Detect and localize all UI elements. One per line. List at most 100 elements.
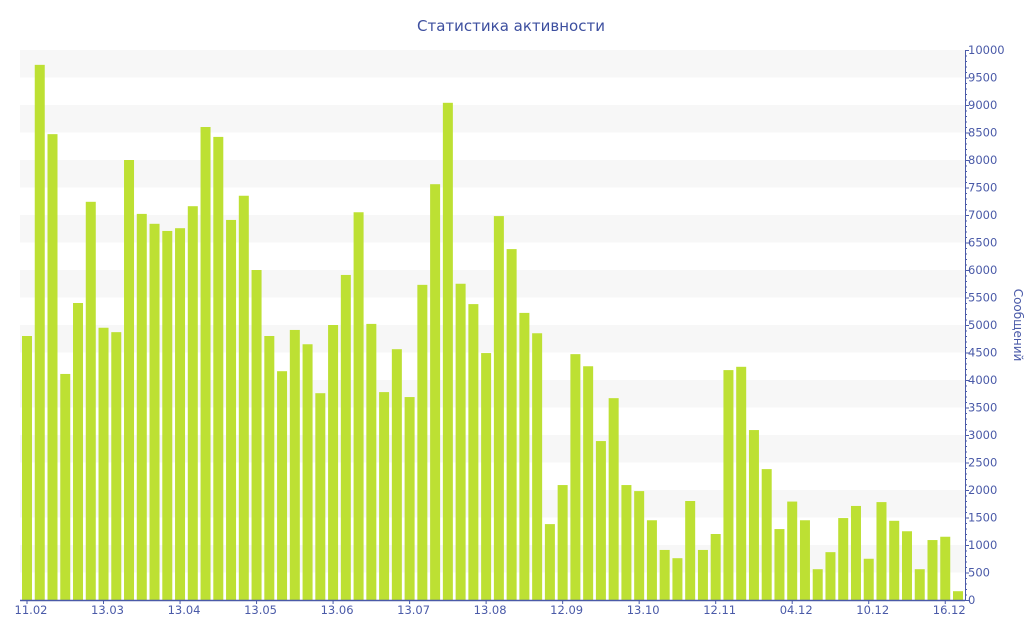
- y-tick-label: 7000: [968, 208, 997, 222]
- bar: [685, 501, 696, 600]
- y-axis-label: Сообщений: [1011, 289, 1024, 362]
- bar: [353, 212, 364, 600]
- bar: [697, 549, 708, 600]
- bar: [60, 373, 71, 600]
- grid-band: [20, 545, 965, 573]
- x-tick-label: 13.06: [321, 603, 354, 617]
- bar: [583, 366, 594, 600]
- x-tick-label: 13.08: [474, 603, 507, 617]
- bar: [672, 558, 683, 600]
- bar: [621, 485, 632, 600]
- bar: [340, 274, 351, 600]
- y-tick-label: 3500: [968, 401, 997, 415]
- y-tick-label: 10000: [968, 43, 1005, 57]
- y-tick-label: 9500: [968, 71, 997, 85]
- bar: [634, 491, 645, 600]
- y-tick-label: 1500: [968, 511, 997, 525]
- bar: [570, 354, 581, 600]
- bar: [953, 591, 963, 600]
- y-tick-label: 5500: [968, 291, 997, 305]
- y-tick-label: 2000: [968, 483, 997, 497]
- bar: [608, 398, 619, 600]
- bar: [506, 249, 517, 600]
- bar: [200, 127, 211, 600]
- x-tick-label: 13.10: [627, 603, 660, 617]
- y-tick-label: 0: [968, 593, 975, 607]
- bar: [544, 524, 555, 600]
- bar: [812, 569, 823, 600]
- bar: [162, 230, 173, 600]
- bar: [850, 505, 861, 600]
- x-tick-label: 11.02: [15, 603, 48, 617]
- bar: [519, 312, 530, 600]
- chart-title: Статистика активности: [417, 17, 605, 35]
- bar: [723, 370, 734, 600]
- bar: [22, 336, 32, 600]
- bar: [927, 540, 938, 600]
- bar: [264, 336, 275, 600]
- bar: [876, 502, 887, 600]
- y-tick-label: 500: [968, 566, 990, 580]
- bar: [787, 501, 798, 600]
- bar: [646, 520, 657, 600]
- x-tick-label: 12.11: [703, 603, 736, 617]
- bar: [914, 569, 925, 600]
- x-tick-label: 13.07: [397, 603, 430, 617]
- x-axis: 11.02 13.03 13.04 13.05 13.06 13.07 13.08 12.09…: [15, 599, 966, 617]
- x-tick-label: 13.03: [91, 603, 124, 617]
- bar: [493, 216, 504, 600]
- y-tick-label: 7500: [968, 181, 997, 195]
- bar: [213, 136, 224, 600]
- bar: [124, 160, 135, 600]
- x-tick-label: 04.12: [780, 603, 813, 617]
- bar: [761, 469, 772, 600]
- bar: [799, 520, 810, 600]
- y-axis: 0 500 1000 1500 2000 2500 3000 3500 4000 4500 5000…: [965, 43, 1005, 607]
- bar: [774, 529, 785, 600]
- y-tick-label: 4500: [968, 346, 997, 360]
- bar: [136, 213, 147, 600]
- grid-band: [20, 490, 965, 518]
- bar: [710, 534, 721, 600]
- grid-bands: [20, 50, 965, 573]
- x-tick-label: 12.09: [550, 603, 583, 617]
- bar: [379, 392, 390, 600]
- bar: [595, 441, 606, 600]
- bar: [277, 371, 288, 600]
- bar: [736, 366, 747, 600]
- y-tick-label: 2500: [968, 456, 997, 470]
- grid-band: [20, 270, 965, 298]
- y-tick-label: 5000: [968, 318, 997, 332]
- bars: [22, 64, 963, 601]
- bar: [889, 520, 900, 600]
- bar: [481, 353, 492, 600]
- bar: [111, 332, 122, 600]
- y-tick-label: 3000: [968, 428, 997, 442]
- bar: [251, 270, 262, 600]
- y-tick-label: 6000: [968, 263, 997, 277]
- bar: [226, 219, 237, 600]
- grid-band: [20, 105, 965, 133]
- bar: [85, 201, 96, 601]
- bar: [532, 333, 543, 600]
- bar: [149, 223, 160, 601]
- bar: [289, 329, 300, 600]
- bar: [863, 558, 874, 600]
- bar: [175, 228, 186, 600]
- bar: [557, 485, 568, 600]
- grid-band: [20, 215, 965, 243]
- x-tick-label: 10.12: [856, 603, 889, 617]
- y-tick-label: 6500: [968, 236, 997, 250]
- bar: [34, 64, 45, 601]
- x-tick-label: 16.12: [933, 603, 966, 617]
- y-tick-label: 4000: [968, 373, 997, 387]
- bar: [47, 134, 58, 600]
- bar: [468, 304, 479, 600]
- bar: [901, 531, 912, 600]
- y-tick-label: 9000: [968, 98, 997, 112]
- bar: [838, 518, 849, 600]
- bar: [417, 284, 428, 600]
- bar: [302, 344, 313, 600]
- bar: [748, 430, 759, 600]
